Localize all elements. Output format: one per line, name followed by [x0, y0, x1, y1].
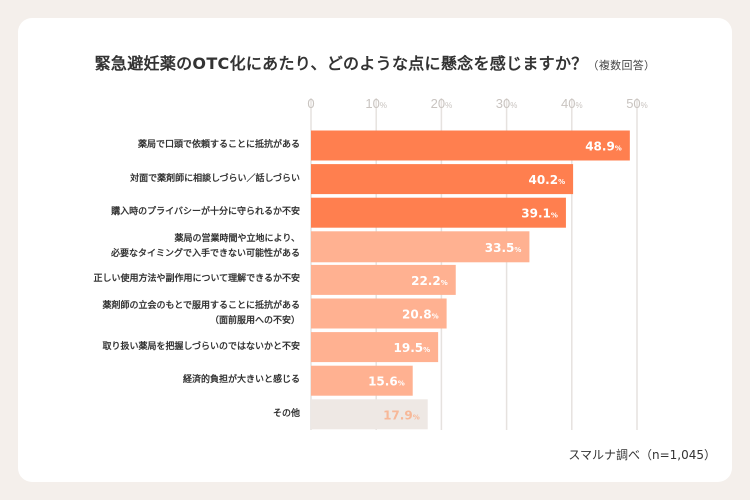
subtitle-text: （複数回答） [587, 59, 656, 72]
category-label: 取り扱い薬局を把握しづらいのではないかと不安 [102, 341, 300, 352]
bar-value-label: 20.8% [402, 308, 439, 322]
bar [311, 264, 456, 295]
category-label: 薬剤師の立会のもとで服用することに抵抗がある （面前服用への不安） [102, 300, 300, 326]
category-label: 薬局で口頭で依頼することに抵抗がある [137, 140, 300, 150]
bar-value-label: 40.2% [528, 173, 565, 187]
category-label: その他 [272, 408, 300, 419]
category-label: 経済的負担が大きいと感じる [182, 375, 300, 386]
bar-value-label: 17.9% [383, 408, 420, 422]
bar-value-label: 19.5% [394, 341, 431, 355]
x-tick-label: 0 [307, 96, 314, 111]
x-tick-label: 40% [561, 96, 583, 111]
bar [311, 298, 447, 329]
category-label: 正しい使用方法や副作用について理解できるか不安 [93, 274, 300, 285]
bar [311, 332, 439, 363]
bar-value-label: 48.9% [585, 140, 622, 154]
x-tick-label: 20% [431, 96, 453, 111]
bar [311, 365, 413, 396]
bar-value-label: 39.1% [521, 207, 558, 221]
x-tick-label: 30% [496, 96, 518, 111]
bar [311, 130, 630, 161]
bar-value-label: 22.2% [411, 274, 448, 288]
bar-value-label: 15.6% [368, 375, 405, 389]
x-tick-label: 50% [626, 96, 648, 111]
bar [311, 231, 530, 263]
x-tick-label: 10% [365, 96, 387, 111]
category-label: 対面で薬剤師に相談しづらい／話しづらい [130, 173, 300, 184]
bar [311, 197, 566, 228]
bar [311, 399, 428, 430]
category-label: 薬局の営業時間や立地により、 必要なタイミングで入手できない可能性がある [110, 233, 300, 259]
bar [311, 164, 574, 195]
category-label: 購入時のプライバシーが十分に守られるか不安 [111, 207, 300, 218]
chart-title: 緊急避妊薬のOTC化にあたり、どのような点に懸念を感じますか？（複数回答） [0, 50, 750, 74]
title-text: 緊急避妊薬のOTC化にあたり、どのような点に懸念を感じますか？ [94, 54, 588, 73]
source-note: スマルナ調べ（n=1,045） [568, 448, 716, 462]
bar-value-label: 33.5% [485, 241, 522, 255]
